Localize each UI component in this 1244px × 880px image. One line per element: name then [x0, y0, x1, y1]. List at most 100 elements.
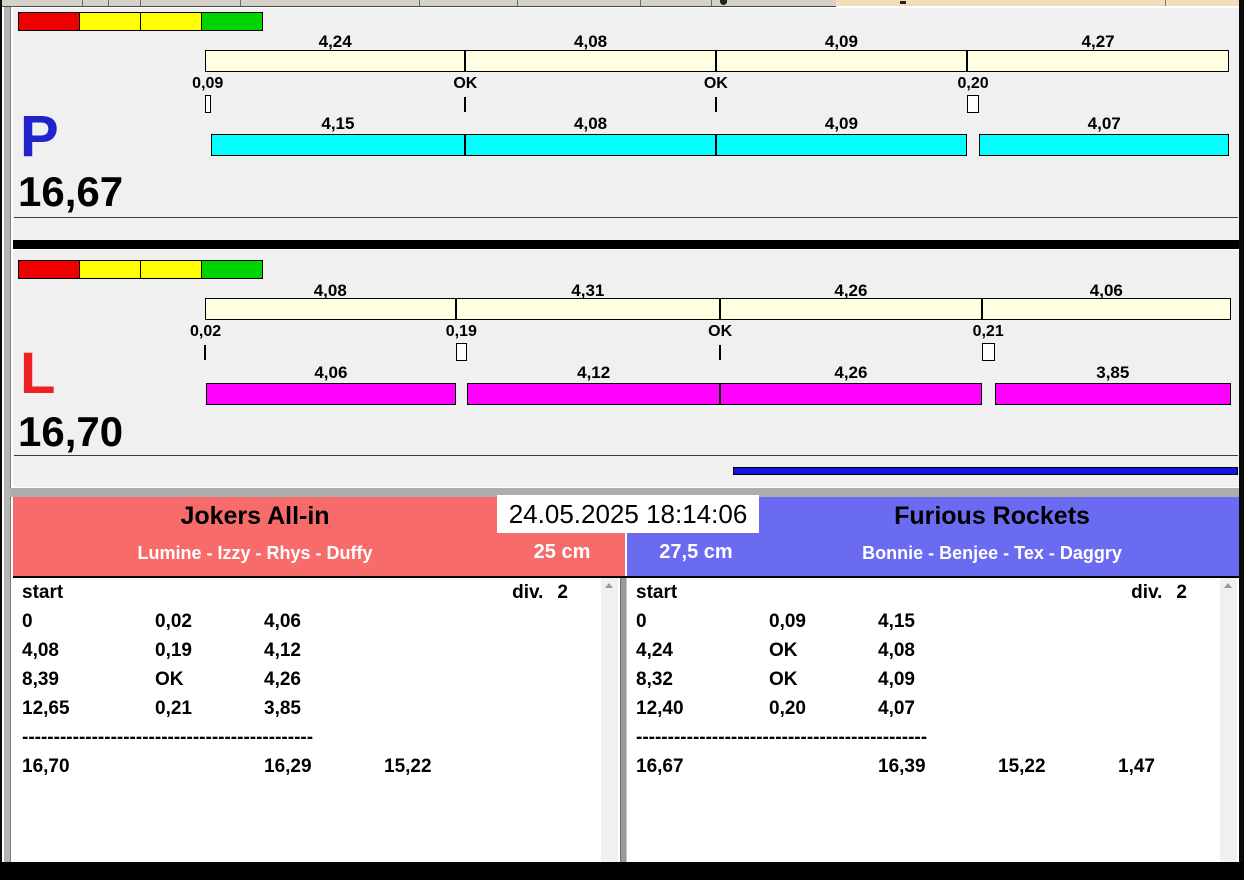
list-cell: 4,08 — [22, 640, 59, 661]
target-segment-label: 4,09 — [824, 32, 858, 51]
list-cell: 3,85 — [264, 698, 301, 719]
fault-label: OK — [453, 75, 478, 92]
actual-bar-segment — [206, 383, 456, 405]
division-number: 2 — [557, 582, 568, 603]
target-bar-separator — [965, 50, 968, 72]
fault-marker — [719, 345, 722, 360]
list-cell: 12,40 — [636, 698, 684, 719]
actual-segment-label: 4,15 — [321, 114, 355, 133]
team-right-distance: 27,5 cm — [659, 541, 733, 563]
division-label: div. 2 — [512, 582, 568, 604]
status-light — [140, 260, 202, 279]
list-cell: 0,20 — [769, 698, 806, 719]
actual-bar-segment — [467, 383, 721, 405]
toolbar-bottom-line — [0, 6, 836, 7]
target-bar-separator — [714, 50, 717, 72]
list-start-label: start — [22, 582, 64, 603]
fault-label: 0,21 — [972, 323, 1004, 340]
toolbar-separator — [711, 0, 712, 6]
lane-letter: L — [20, 341, 56, 406]
actual-bar-segment — [720, 383, 982, 405]
list-total-cell: 16,29 — [264, 756, 312, 777]
list-cell: 0,19 — [155, 640, 192, 661]
scrollbar[interactable] — [1220, 578, 1237, 862]
fault-label: 0,02 — [190, 323, 222, 340]
fault-marker — [966, 95, 980, 113]
target-segment-label: 4,31 — [571, 281, 605, 300]
list-cell: OK — [155, 669, 184, 690]
target-segment-label: 4,08 — [574, 32, 608, 51]
toolbar-separator — [1165, 0, 1166, 6]
team-left-name: Jokers All-in — [180, 502, 330, 530]
status-light — [79, 260, 141, 279]
window-left-gutter — [4, 7, 10, 862]
division-number: 2 — [1176, 582, 1187, 603]
fault-label: OK — [708, 323, 733, 340]
list-total-cell: 16,67 — [636, 756, 684, 777]
fault-marker — [455, 343, 468, 361]
top-clipped-toolbar-tan — [836, 0, 1239, 6]
fault-label: 0,09 — [192, 75, 224, 92]
target-segment-label: 4,26 — [834, 281, 868, 300]
list-total-cell: 15,22 — [998, 756, 1046, 777]
status-light — [79, 12, 141, 31]
lane-divider — [13, 240, 1239, 249]
actual-bar-segment — [465, 134, 716, 156]
toolbar-separator — [82, 0, 83, 6]
fault-label: 0,19 — [445, 323, 477, 340]
target-segment-label: 4,24 — [318, 32, 352, 51]
status-light — [18, 260, 80, 279]
score-list-right[interactable]: start div. 2 0 0,09 4,15 4,24 OK 4,08 8,32 OK 4,09 1… — [627, 578, 1239, 862]
actual-bar-segment — [979, 134, 1230, 156]
list-cell: 8,32 — [636, 669, 673, 690]
target-bar-separator — [464, 50, 467, 72]
scroll-up-icon[interactable] — [605, 583, 613, 588]
list-cell: 0,02 — [155, 611, 192, 632]
fault-marker — [204, 345, 206, 360]
target-segment-label: 4,06 — [1089, 281, 1123, 300]
actual-bar-segment — [994, 383, 1231, 405]
target-bar — [205, 298, 1231, 320]
team-right-name: Furious Rockets — [894, 502, 1090, 530]
target-bar-separator — [719, 298, 722, 320]
team-left-players: Lumine - Izzy - Rhys - Duffy — [137, 543, 373, 563]
datetime-display: 24.05.2025 18:14:06 — [497, 495, 759, 533]
toolbar-separator — [140, 0, 141, 6]
team-right-header: Furious Rockets Bonnie - Benjee - Tex - … — [627, 497, 1239, 576]
lane-underline — [14, 455, 1238, 456]
list-cell: 0 — [22, 611, 33, 632]
dash-separator: ----------------------------------------… — [636, 727, 928, 748]
toolbar-separator — [640, 0, 641, 6]
top-clipped-toolbar — [0, 0, 836, 6]
status-light — [201, 12, 263, 31]
actual-segment-label: 4,06 — [314, 363, 348, 382]
list-cell: 4,15 — [878, 611, 915, 632]
target-bar — [205, 50, 1230, 72]
window-left-border — [0, 0, 2, 862]
lane-p: 4,24 4,08 4,09 4,27 0,09 OK OK 0,20 4,15 4,08 4,09… — [13, 8, 1239, 240]
lane-l: 4,08 4,31 4,26 4,06 0,02 0,19 OK 0,21 4,06 4,12 4,… — [13, 250, 1239, 487]
list-cell: 4,12 — [264, 640, 301, 661]
status-light — [18, 12, 80, 31]
team-right-players: Bonnie - Benjee - Tex - Daggry — [862, 543, 1122, 563]
lane-underline — [14, 217, 1238, 218]
panel-divider — [620, 578, 627, 862]
fault-marker — [464, 97, 467, 112]
clipped-glyph — [900, 1, 906, 4]
team-left-distance: 25 cm — [533, 541, 591, 563]
lane-letter: P — [20, 104, 59, 169]
lane-total: 16,70 — [18, 408, 124, 455]
list-cell: 0,21 — [155, 698, 192, 719]
list-total-cell: 1,47 — [1118, 756, 1155, 777]
list-cell: 4,09 — [878, 669, 915, 690]
clipped-glyph — [720, 0, 727, 5]
list-cell: 4,08 — [878, 640, 915, 661]
score-list-left[interactable]: start div. 2 0 0,02 4,06 4,08 0,19 4,12 8,39 OK 4,2… — [13, 578, 620, 862]
scrollbar[interactable] — [601, 578, 618, 862]
scroll-up-icon[interactable] — [1224, 583, 1232, 588]
fault-marker — [205, 95, 211, 113]
list-cell: 4,06 — [264, 611, 301, 632]
fault-marker — [714, 97, 717, 112]
list-cell: 4,07 — [878, 698, 915, 719]
list-cell: 4,26 — [264, 669, 301, 690]
